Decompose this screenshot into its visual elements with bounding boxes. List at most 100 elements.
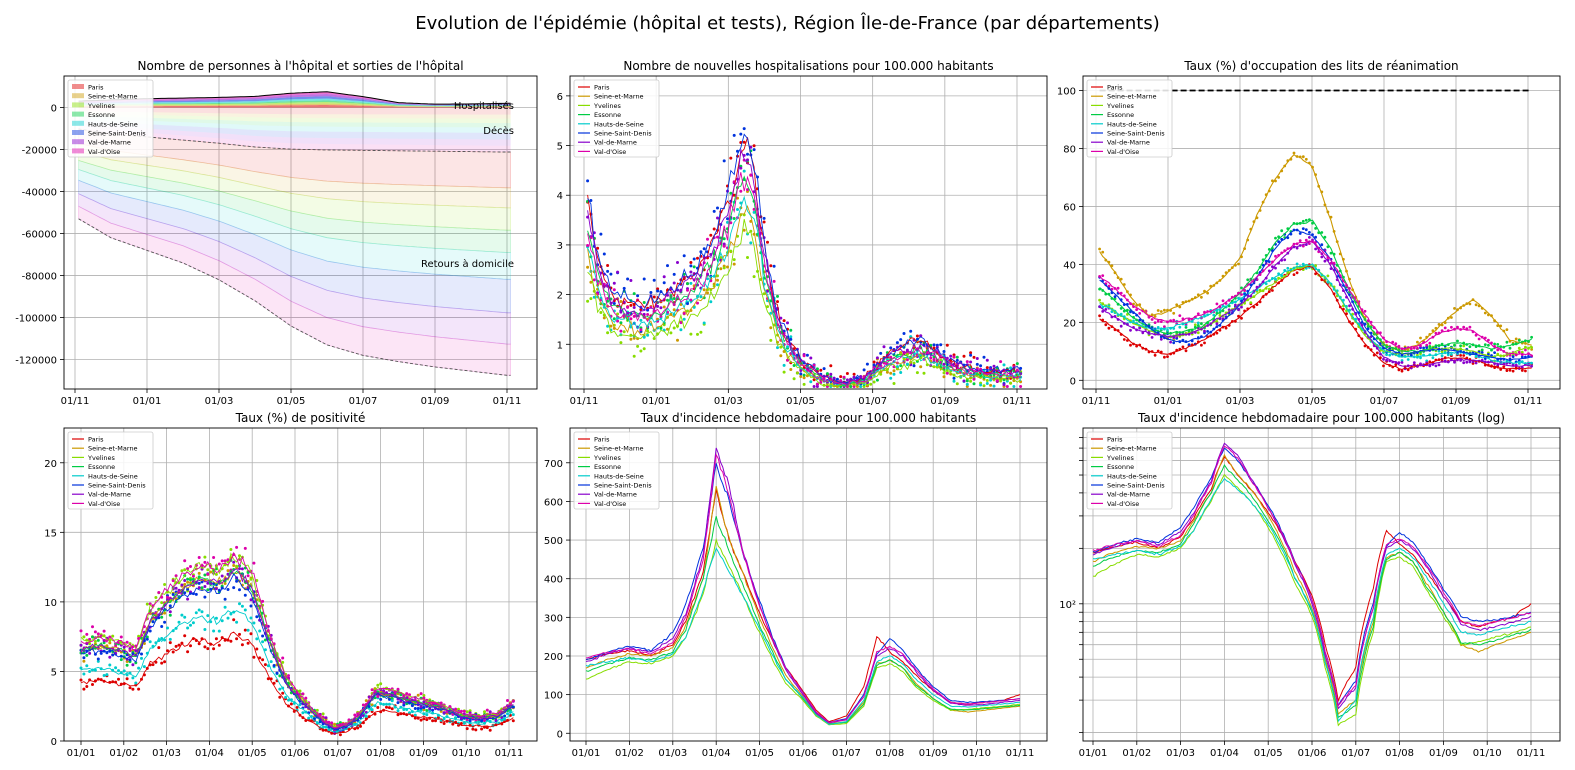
scatter-point — [477, 720, 481, 724]
scatter-point — [243, 546, 247, 550]
scatter-point — [1138, 326, 1142, 330]
scatter-point — [679, 321, 683, 325]
scatter-point — [379, 697, 383, 701]
area-band-deaths-3 — [78, 115, 511, 128]
scatter-point — [892, 372, 896, 376]
scatter-point — [716, 274, 719, 278]
scatter-point — [955, 382, 959, 386]
scatter-point — [1141, 331, 1145, 335]
scatter-point — [511, 713, 515, 717]
scatter-point — [1098, 298, 1101, 302]
x-tick-label: 01/01 — [642, 396, 671, 407]
scatter-point — [1304, 228, 1308, 232]
scatter-point — [142, 665, 146, 669]
scatter-point — [802, 373, 806, 377]
scatter-point — [261, 640, 265, 644]
scatter-point — [387, 706, 391, 710]
scatter-point — [686, 309, 689, 313]
scatter-point — [1419, 336, 1422, 340]
scatter-point — [1520, 350, 1524, 354]
scatter-point — [1388, 353, 1392, 357]
scatter-point — [746, 152, 749, 156]
scatter-point — [263, 663, 267, 667]
x-tick-label: 01/01 — [1154, 396, 1183, 407]
scatter-point — [214, 587, 218, 591]
scatter-point — [762, 216, 766, 220]
area-band-deaths-2 — [78, 112, 511, 124]
scatter-point — [1295, 262, 1299, 266]
scatter-point — [1224, 326, 1228, 330]
scatter-point — [1005, 379, 1009, 383]
scatter-point — [612, 288, 616, 292]
x-tick-label: 01/07 — [858, 396, 887, 407]
scatter-point — [949, 354, 953, 358]
scatter-point — [1196, 324, 1200, 327]
scatter-point — [779, 316, 783, 320]
scatter-point — [1517, 362, 1521, 365]
x-tick-label: 01/04 — [1210, 748, 1239, 759]
scatter-point — [915, 371, 919, 375]
scatter-point — [1129, 343, 1132, 347]
scatter-point — [1119, 277, 1123, 281]
scatter-point — [752, 148, 756, 152]
scatter-point — [281, 656, 285, 660]
scatter-point — [157, 591, 161, 594]
subplot-title: Nombre de personnes à l'hôpital et sorti… — [137, 59, 463, 73]
x-tick-label: 01/07 — [1370, 396, 1399, 407]
scatter-point — [1474, 303, 1478, 307]
legend: ParisSeine-et-MarneYvelinesEssonneHauts-… — [67, 431, 154, 510]
scatter-point — [206, 568, 210, 572]
scatter-point — [769, 311, 773, 315]
scatter-point — [223, 638, 227, 642]
legend-entry: Seine-et-Marne — [88, 93, 138, 101]
scatter-point — [1298, 232, 1302, 235]
scatter-point — [217, 643, 221, 647]
scatter-point — [912, 364, 916, 368]
scatter-point — [619, 341, 623, 345]
x-tick-label: 01/03 — [1166, 748, 1195, 759]
y-tick-label: 700 — [544, 459, 563, 470]
scatter-point — [295, 706, 299, 709]
scatter-point — [652, 278, 656, 282]
scatter-point — [1153, 321, 1157, 324]
scatter-point — [932, 343, 936, 347]
scatter-point — [1234, 303, 1237, 307]
x-tick-label: 01/11 — [61, 396, 90, 407]
scatter-point — [1172, 318, 1176, 322]
series-line-Seine-et-Marne — [587, 204, 1021, 388]
scatter-point — [909, 335, 913, 339]
scatter-point — [722, 266, 726, 270]
scatter-point — [338, 733, 342, 737]
scatter-point — [689, 261, 693, 264]
y-tick-label: -100000 — [15, 314, 57, 325]
y-tick-label: 5 — [557, 142, 563, 153]
scatter-point — [716, 278, 719, 282]
outflow-bands — [78, 91, 511, 376]
scatter-point — [939, 343, 943, 347]
scatter-point — [746, 188, 749, 192]
scatter-point — [252, 561, 256, 565]
scatter-point — [1304, 238, 1308, 242]
scatter-point — [1517, 350, 1521, 354]
scatter-point — [766, 289, 769, 293]
scatter-point — [238, 602, 241, 606]
scatter-point — [203, 573, 207, 577]
scatter-point — [905, 352, 909, 356]
series-line-Val-de-Marne — [1099, 241, 1532, 367]
legend-entry: Paris — [594, 436, 610, 444]
scatter-point — [1440, 350, 1444, 353]
scatter-point — [203, 628, 207, 631]
scatter-point — [696, 301, 699, 305]
y-tick-label: 2 — [557, 291, 563, 302]
scatter-point — [266, 677, 270, 681]
scatter-point — [249, 577, 253, 581]
scatter-point — [1385, 353, 1388, 356]
scatter-point — [689, 270, 693, 274]
scatter-point — [356, 726, 360, 730]
scatter-point — [1459, 344, 1462, 348]
scatter-point — [189, 578, 192, 582]
scatter-point — [925, 350, 929, 354]
scatter-point — [716, 235, 719, 239]
scatter-points — [586, 127, 1023, 388]
scatter-point — [292, 709, 296, 713]
